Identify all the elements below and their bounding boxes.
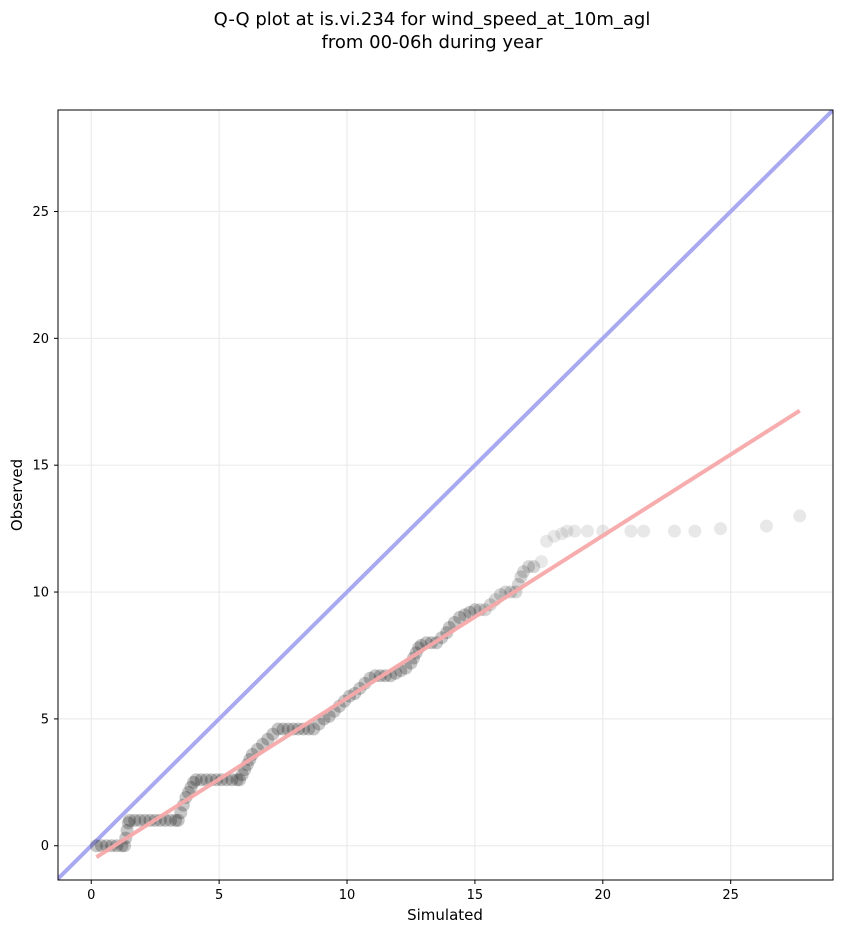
data-point — [233, 773, 247, 787]
data-point — [514, 570, 528, 584]
data-point — [187, 775, 201, 789]
x-axis-ticks: 0 5 10 15 20 25 — [87, 880, 739, 903]
data-point — [225, 773, 239, 787]
data-point — [555, 527, 569, 541]
chart-title-line-1: Q-Q plot at is.vi.234 for wind_speed_at_… — [214, 9, 651, 30]
data-point — [522, 560, 536, 574]
y-axis-ticks: 0 5 10 15 20 25 — [32, 205, 58, 854]
y-tick-label: 25 — [32, 205, 49, 220]
data-point — [174, 806, 188, 820]
data-point — [688, 524, 702, 538]
y-axis-label: Observed — [8, 459, 26, 531]
y-tick-label: 15 — [32, 459, 49, 474]
data-point — [540, 534, 554, 548]
fit-trend-line — [95, 408, 801, 859]
y-tick-label: 20 — [32, 332, 49, 347]
data-point — [463, 605, 477, 619]
data-point — [580, 524, 594, 538]
data-point — [624, 524, 638, 538]
data-point — [194, 773, 208, 787]
data-point — [94, 839, 108, 853]
data-point — [121, 816, 135, 830]
data-point — [235, 768, 249, 782]
data-point — [312, 717, 326, 731]
data-point — [171, 813, 185, 827]
identity-reference-line — [58, 110, 833, 880]
x-tick-label: 5 — [215, 888, 223, 903]
data-point — [517, 565, 531, 579]
data-point — [128, 813, 142, 827]
data-point — [261, 732, 275, 746]
data-point — [271, 722, 285, 736]
y-tick-label: 0 — [41, 839, 49, 854]
data-point — [759, 519, 773, 533]
x-tick-label: 0 — [87, 888, 95, 903]
data-point — [713, 522, 727, 536]
data-point — [637, 524, 651, 538]
data-point — [230, 773, 244, 787]
data-point — [527, 560, 541, 574]
y-tick-label: 5 — [41, 712, 49, 727]
data-points — [89, 509, 807, 853]
data-point — [184, 780, 198, 794]
plot-area — [58, 110, 833, 880]
data-point — [453, 610, 467, 624]
data-point — [307, 722, 321, 736]
grid-lines — [58, 110, 833, 880]
data-point — [133, 813, 147, 827]
y-tick-label: 10 — [32, 586, 49, 601]
x-tick-label: 15 — [467, 888, 484, 903]
data-point — [89, 839, 103, 853]
data-point — [560, 524, 574, 538]
data-point — [164, 813, 178, 827]
plot-frame — [57, 109, 834, 881]
x-tick-label: 20 — [595, 888, 612, 903]
data-point — [458, 608, 472, 622]
data-point — [276, 722, 290, 736]
data-point — [266, 727, 280, 741]
data-point — [189, 773, 203, 787]
data-point — [534, 555, 548, 569]
data-point — [667, 524, 681, 538]
x-tick-label: 25 — [722, 888, 739, 903]
data-point — [123, 813, 137, 827]
x-axis-label: Simulated — [407, 906, 483, 924]
data-point — [169, 813, 183, 827]
data-point — [568, 524, 582, 538]
data-point — [547, 529, 561, 543]
x-tick-label: 10 — [339, 888, 356, 903]
chart-title-line-2: from 00-06h during year — [322, 32, 544, 53]
data-point — [793, 509, 807, 523]
